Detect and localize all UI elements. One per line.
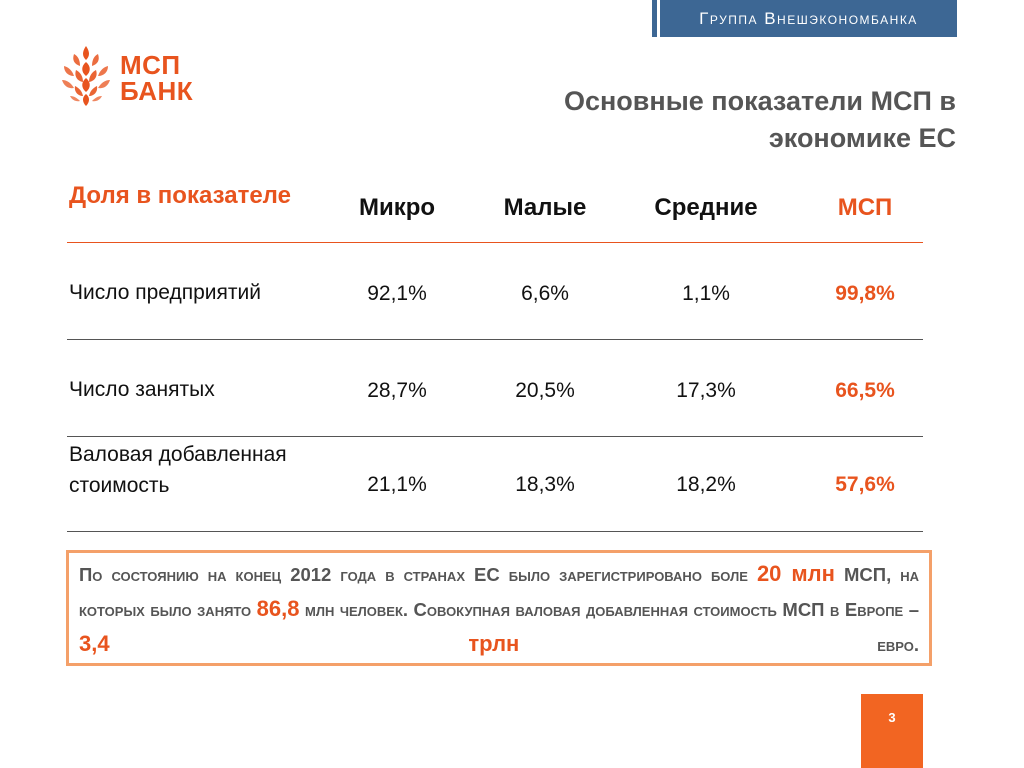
header-label: Доля в показателе	[69, 182, 291, 209]
summary-text-4: евро.	[877, 634, 920, 655]
table-cell: 1,1%	[682, 282, 730, 305]
row-label: Валовая добавленная стоимость	[69, 443, 287, 497]
table-cell: 21,1%	[367, 473, 427, 496]
summary-box: По состоянию на конец 2012 года в страна…	[66, 550, 932, 666]
column-header-medium: Средние	[654, 194, 758, 221]
table-cell: 28,7%	[367, 379, 427, 402]
summary-text-3: млн человек. Совокупная валовая добавлен…	[305, 599, 920, 620]
table-cell: 20,5%	[515, 379, 575, 402]
table-cell-total: 66,5%	[835, 379, 895, 402]
msp-bank-logo: МСП БАНК	[58, 44, 208, 114]
page-number-badge: 3	[861, 694, 923, 768]
column-header-sme: МСП	[837, 194, 893, 221]
summary-highlight-employment: 86,8	[256, 596, 300, 621]
pinecone-logo-icon	[62, 46, 110, 106]
table-row: Валовая добавленная стоимость 21,1% 18,3…	[67, 437, 923, 532]
table-cell-total: 57,6%	[835, 473, 895, 496]
group-banner: Группа Внешэкономбанка	[657, 0, 957, 37]
column-header-micro: Микро	[358, 194, 436, 221]
page-number: 3	[888, 710, 896, 725]
table-cell: 92,1%	[367, 282, 427, 305]
table-cell: 18,3%	[515, 473, 575, 496]
column-header-small: Малые	[503, 194, 587, 221]
table-cell: 6,6%	[521, 282, 569, 305]
table-row: Число занятых 28,7% 20,5% 17,3% 66,5%	[67, 340, 923, 437]
summary-highlight-gva: 3,4 трлн	[79, 631, 520, 656]
indicators-table: Доля в показателе Микро Малые Средние МС…	[67, 176, 923, 532]
table-cell: 17,3%	[676, 379, 736, 402]
table-cell: 18,2%	[676, 473, 736, 496]
logo-line-2: БАНК	[120, 76, 194, 106]
group-banner-text: Группа Внешэкономбанка	[699, 8, 918, 28]
logo-wordmark: МСП БАНК	[120, 52, 193, 104]
logo-line-1: МСП	[120, 50, 181, 80]
table-header-row: Доля в показателе Микро Малые Средние МС…	[67, 176, 923, 243]
row-label: Число занятых	[69, 378, 215, 401]
row-label: Число предприятий	[69, 281, 261, 304]
summary-text-1: По состоянию на конец 2012 года в страна…	[79, 564, 748, 585]
summary-highlight-sme-count: 20 млн	[756, 561, 835, 586]
slide-title: Основные показатели МСП в экономике ЕС	[563, 86, 956, 153]
table-cell-total: 99,8%	[835, 282, 895, 305]
table-row: Число предприятий 92,1% 6,6% 1,1% 99,8%	[67, 243, 923, 340]
summary-text-2: МСП, на которых было занято	[79, 564, 920, 620]
